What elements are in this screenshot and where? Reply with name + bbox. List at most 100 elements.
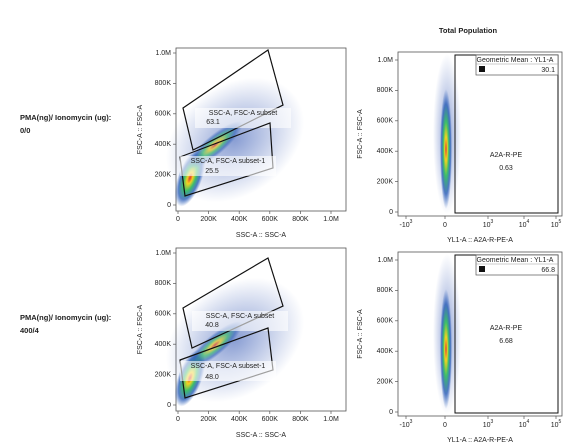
stat-swatch xyxy=(479,66,485,72)
gate-value: 40.8 xyxy=(205,322,219,329)
y-tick-label: 600K xyxy=(155,111,172,118)
gate-value: 25.5 xyxy=(205,168,219,175)
x-tick-label: 0 xyxy=(443,222,447,229)
gate xyxy=(182,49,284,151)
y-tick-label: 600K xyxy=(377,318,394,325)
gate-name: SSC-A, FSC-A subset-1 xyxy=(191,363,266,370)
density-core xyxy=(440,289,452,409)
x-tick-label: 400K xyxy=(231,416,248,423)
tick-exponent: 3 xyxy=(410,419,413,425)
tick-base: -10 xyxy=(400,222,410,229)
x-tick-label: 600K xyxy=(262,416,279,423)
gate-name: SSC-A, FSC-A subset-1 xyxy=(191,158,266,165)
y-tick-label: 1.0M xyxy=(377,57,393,64)
tick-exponent: 3 xyxy=(491,219,494,225)
condition-label: 0/0 xyxy=(20,126,30,135)
x-tick-label: 0 xyxy=(443,422,447,429)
plot-frame xyxy=(397,51,563,217)
y-tick-label: 1.0M xyxy=(377,257,393,264)
y-tick-label: 0 xyxy=(167,402,171,409)
tick-exponent: 3 xyxy=(491,419,494,425)
x-axis-label: YL1-A :: A2A-R-PE-A xyxy=(447,437,513,444)
gate-name: A2A-R-PE xyxy=(490,152,523,159)
x-tick-label: 1.0M xyxy=(323,216,339,223)
y-tick-label: 800K xyxy=(377,87,394,94)
condition-label: PMA(ng)/ Ionomycin (ug): xyxy=(20,313,111,322)
density-core xyxy=(187,321,243,369)
figure-title: Total Population xyxy=(439,26,498,35)
stat-value: 30.1 xyxy=(541,67,555,74)
y-axis-label: FSC-A :: FSC-A xyxy=(137,104,144,154)
tick-exponent: 4 xyxy=(527,419,530,425)
stat-box xyxy=(475,54,559,76)
stat-header: Geometric Mean : YL1-A xyxy=(477,57,554,64)
stat-header: Geometric Mean : YL1-A xyxy=(477,257,554,264)
gate-name: SSC-A, FSC-A subset xyxy=(209,110,278,117)
condition-label: 400/4 xyxy=(20,326,40,335)
x-axis-label: SSC-A :: SSC-A xyxy=(236,432,287,439)
stat-box xyxy=(475,254,559,276)
y-tick-label: 200K xyxy=(155,371,172,378)
stat-swatch xyxy=(479,266,485,272)
y-tick-label: 200K xyxy=(155,171,172,178)
gate-label-bg xyxy=(192,311,288,331)
y-tick-label: 400K xyxy=(377,148,394,155)
x-axis-label: YL1-A :: A2A-R-PE-A xyxy=(447,237,513,244)
x-tick-label: 800K xyxy=(292,216,309,223)
y-tick-label: 400K xyxy=(155,141,172,148)
y-axis-label: FSC-A :: FSC-A xyxy=(357,309,364,359)
gate-value: 6.68 xyxy=(499,338,513,345)
stat-value: 66.8 xyxy=(541,267,555,274)
x-axis-label: SSC-A :: SSC-A xyxy=(236,232,287,239)
gate-value: 48.0 xyxy=(205,374,219,381)
x-tick-label: 105 xyxy=(551,419,562,429)
tick-base: 10 xyxy=(483,422,491,429)
tick-base: 10 xyxy=(483,222,491,229)
x-tick-label: 104 xyxy=(519,419,530,429)
y-tick-label: 0 xyxy=(389,409,393,416)
tick-exponent: 3 xyxy=(410,219,413,225)
x-tick-label: 400K xyxy=(231,216,248,223)
x-tick-label: 103 xyxy=(483,219,494,229)
gate-label-bg xyxy=(195,108,291,128)
tick-exponent: 5 xyxy=(559,219,562,225)
tick-base: 10 xyxy=(519,222,527,229)
x-tick-label: 104 xyxy=(519,219,530,229)
tick-base: 10 xyxy=(551,422,559,429)
density-core xyxy=(440,89,452,209)
tick-exponent: 5 xyxy=(559,419,562,425)
x-tick-label: 200K xyxy=(200,416,217,423)
gate xyxy=(182,257,284,349)
gate-label-bg xyxy=(180,156,276,176)
y-tick-label: 600K xyxy=(377,118,394,125)
gate-value: 63.1 xyxy=(206,119,220,126)
x-tick-label: 0 xyxy=(176,216,180,223)
x-tick-label: 1.0M xyxy=(323,416,339,423)
x-tick-label: 103 xyxy=(483,419,494,429)
x-tick-label: -103 xyxy=(400,419,413,429)
y-tick-label: 0 xyxy=(167,202,171,209)
y-tick-label: 800K xyxy=(377,287,394,294)
gate-name: SSC-A, FSC-A subset xyxy=(206,313,275,320)
tick-exponent: 4 xyxy=(527,219,530,225)
y-axis-label: FSC-A :: FSC-A xyxy=(357,109,364,159)
x-tick-label: 600K xyxy=(262,216,279,223)
x-tick-label: 800K xyxy=(292,416,309,423)
x-tick-label: 200K xyxy=(200,216,217,223)
y-tick-label: 1.0M xyxy=(155,250,171,257)
y-tick-label: 800K xyxy=(155,80,172,87)
x-tick-label: 0 xyxy=(176,416,180,423)
gate-name: A2A-R-PE xyxy=(490,325,523,332)
condition-label: PMA(ng)/ Ionomycin (ug): xyxy=(20,113,111,122)
y-tick-label: 800K xyxy=(155,280,172,287)
gate-value: 0.63 xyxy=(499,165,513,172)
gate-label-bg xyxy=(180,361,276,381)
y-tick-label: 400K xyxy=(155,341,172,348)
tick-base: -10 xyxy=(400,422,410,429)
x-tick-label: 105 xyxy=(551,219,562,229)
y-tick-label: 200K xyxy=(377,178,394,185)
y-axis-label: FSC-A :: FSC-A xyxy=(137,304,144,354)
y-tick-label: 600K xyxy=(155,311,172,318)
x-tick-label: -103 xyxy=(400,219,413,229)
y-tick-label: 400K xyxy=(377,348,394,355)
